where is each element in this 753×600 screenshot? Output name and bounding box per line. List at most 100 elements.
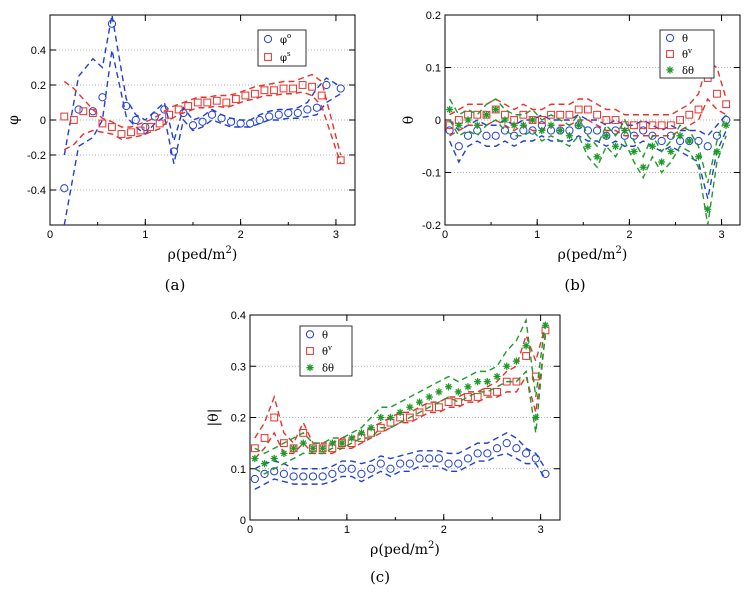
data-point-circle (492, 444, 502, 453)
y-tick-label: 0 (435, 115, 441, 127)
legend-marker-circle (263, 34, 273, 44)
data-point-circle (312, 103, 321, 112)
series-band-upper (254, 432, 547, 470)
data-point-circle (454, 459, 463, 468)
data-point-square (193, 98, 202, 107)
x-axis-label-main: ρ(ped/m (370, 542, 428, 558)
data-point-star (519, 121, 527, 129)
data-point-circle (512, 444, 521, 453)
data-point-square (260, 434, 269, 442)
data-point-circle (122, 101, 131, 111)
data-point-circle (336, 84, 345, 93)
y-tick-label: 0 (240, 515, 246, 527)
data-layer (60, 15, 345, 225)
legend-marker-star (306, 364, 314, 372)
data-point-star (704, 205, 712, 213)
data-point-square (308, 82, 317, 91)
data-point-circle (308, 472, 318, 481)
data-point-square (88, 109, 97, 117)
legend-marker-square (264, 53, 272, 61)
data-point-star (547, 121, 555, 129)
data-point-circle (444, 459, 453, 468)
data-point-square (444, 398, 453, 407)
data-layer (250, 317, 550, 490)
data-point-square (483, 387, 492, 396)
data-point-star (602, 132, 610, 140)
data-point-circle (657, 136, 666, 146)
data-point-star (309, 444, 317, 452)
data-point-circle (246, 119, 255, 128)
data-point-star (386, 413, 395, 422)
data-point-square (108, 123, 116, 131)
data-point-star (270, 454, 278, 463)
x-tick-label: 0 (442, 229, 448, 241)
data-point-star (676, 132, 684, 140)
data-point-square (537, 116, 546, 124)
legend-label-sup: v (687, 47, 692, 55)
series-band-upper (449, 113, 727, 137)
data-point-circle (531, 454, 540, 463)
x-tick-label: 2 (626, 229, 632, 241)
data-point-star (648, 142, 657, 150)
data-point-square (203, 98, 212, 107)
legend-label-sup: o (287, 32, 291, 40)
legend-label: θ (682, 34, 688, 45)
series-1 (60, 73, 345, 165)
legend-label: θv (682, 47, 692, 61)
y-tick-label: 0.4 (231, 310, 246, 322)
series-0 (250, 432, 550, 490)
data-point-square (676, 116, 684, 124)
legend-label-main: θ (682, 50, 688, 61)
data-point-star (621, 126, 629, 135)
data-point-circle (74, 105, 83, 114)
data-point-square (222, 98, 231, 107)
y-tick-label: -0.2 (27, 150, 46, 162)
data-point-square (279, 84, 288, 93)
data-point-square (565, 110, 574, 119)
data-point-star (667, 147, 675, 156)
x-axis-label-main: ρ(ped/m (558, 247, 616, 263)
data-point-circle (541, 469, 550, 478)
data-point-circle (454, 142, 463, 151)
legend-label-main: θ (322, 330, 328, 341)
data-point-square (270, 86, 278, 95)
data-point-circle (502, 439, 511, 448)
data-point-square (666, 121, 675, 130)
data-point-square (165, 110, 174, 119)
series-band-lower (63, 49, 342, 225)
y-tick-label: 0.2 (426, 10, 441, 22)
legend-label: φs (280, 50, 291, 64)
data-point-star (299, 439, 307, 447)
data-point-square (694, 105, 703, 114)
legend-label: θv (322, 344, 332, 358)
x-tick-label: 0 (47, 229, 53, 241)
legend-label-sup: s (287, 50, 291, 58)
legend-label-main: φ (280, 53, 287, 64)
series-band-lower (254, 330, 547, 475)
y-tick-label: 0.1 (426, 63, 441, 75)
data-point-circle (328, 469, 337, 478)
data-point-star (446, 105, 454, 114)
data-point-circle (169, 147, 179, 156)
y-axis-label: |θ| (206, 409, 222, 427)
data-point-circle (236, 119, 245, 128)
data-point-star (713, 147, 721, 156)
data-point-circle (611, 126, 620, 135)
series-band-lower (254, 335, 547, 459)
subfigure-caption: (c) (370, 568, 390, 586)
data-point-circle (593, 126, 602, 135)
data-point-star (348, 434, 356, 442)
x-tick-label: 1 (142, 229, 148, 241)
legend-marker-circle (305, 330, 315, 339)
x-tick-label: 1 (344, 524, 350, 536)
data-point-square (298, 81, 307, 89)
data-point-star (406, 403, 414, 411)
data-point-circle (274, 110, 283, 119)
legend: φ o φs (257, 29, 307, 67)
data-point-star (444, 383, 453, 391)
legend-label-main: θ (322, 347, 328, 358)
data-point-circle (270, 467, 279, 476)
subfigure-caption: (b) (564, 276, 585, 294)
x-axis-label-main: ρ(ped/m (168, 247, 226, 263)
